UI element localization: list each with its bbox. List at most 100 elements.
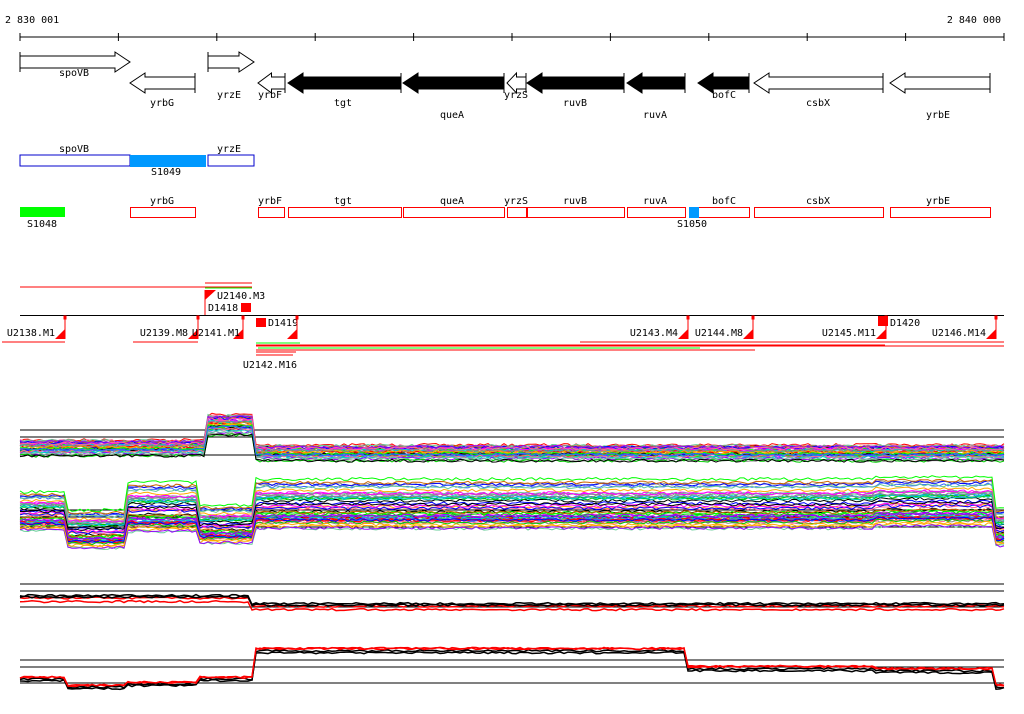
gene-label: ruvA [643, 110, 667, 121]
profile-series [19, 504, 1005, 535]
profile-series [19, 595, 1005, 607]
forward-box-label: spoVB [59, 144, 89, 155]
marker-tick [63, 315, 67, 320]
gene-label: ruvB [563, 98, 587, 109]
gene-label: tgt [334, 98, 352, 109]
marker-flag-icon[interactable] [188, 329, 198, 339]
profile-series [19, 516, 1005, 544]
marker-flag-icon[interactable] [287, 329, 297, 339]
marker-flag-icon[interactable] [743, 329, 753, 339]
profile-series [19, 417, 1005, 451]
gene-yrbF[interactable]: yrbF [257, 72, 286, 101]
profile-panel-2 [19, 475, 1005, 550]
gene-label: queA [440, 110, 464, 121]
profile-series [19, 508, 1005, 538]
profile-series [19, 511, 1005, 540]
profile-series [19, 482, 1005, 518]
profile-series [19, 430, 1005, 461]
gene-spoVB[interactable]: spoVB [19, 51, 131, 79]
gene-tgt[interactable]: tgt [287, 72, 402, 109]
profile-series [19, 520, 1005, 547]
reverse-box-ruvB[interactable] [527, 207, 625, 218]
reverse-box-tgt[interactable] [288, 207, 402, 218]
profile-panel-1 [19, 412, 1005, 463]
marker-block-D1419[interactable] [256, 318, 266, 327]
marker-flag-icon[interactable] [205, 290, 216, 300]
segment-S1048[interactable] [20, 207, 65, 217]
reverse-box-label: yrbF [258, 196, 282, 207]
marker-flag-icon[interactable] [55, 329, 65, 339]
reverse-box-label: ruvB [563, 196, 587, 207]
marker-flag-icon[interactable] [986, 329, 996, 339]
reverse-box-yrbG[interactable] [130, 207, 196, 218]
gene-arrow-icon[interactable] [257, 72, 286, 94]
marker-label: U2138.M1 [7, 328, 55, 339]
profile-series [19, 599, 1005, 612]
segment-S1049[interactable] [130, 155, 206, 167]
gene-arrow-icon[interactable] [19, 51, 131, 73]
gene-arrow-icon[interactable] [697, 72, 750, 94]
marker-label: U2142.M16 [243, 360, 297, 371]
gene-label: yrzS [504, 90, 528, 101]
profile-series [19, 483, 1005, 519]
marker-tick [884, 315, 888, 320]
forward-box-yrzE[interactable] [207, 154, 255, 167]
marker-flag-icon[interactable] [678, 329, 688, 339]
profile-series [19, 523, 1005, 550]
gene-arrow-icon[interactable] [207, 51, 255, 73]
forward-box-spoVB[interactable] [19, 154, 131, 167]
marker-flag-icon[interactable] [876, 329, 886, 339]
gene-arrow-icon[interactable] [506, 71, 527, 95]
gene-track: spoVB yrbG yrzE yrbF tgt queA yrzS ruvB ruvA bofC… [19, 51, 991, 121]
profile-series [19, 414, 1005, 449]
gene-yrzS[interactable]: yrzS [504, 71, 528, 101]
gene-label: bofC [712, 90, 736, 101]
profile-series [19, 486, 1005, 521]
reverse-box-label: csbX [806, 196, 830, 207]
profile-series [19, 424, 1005, 457]
gene-arrow-icon[interactable] [626, 72, 686, 94]
marker-flag-icon[interactable] [233, 329, 243, 339]
gene-csbX[interactable]: csbX [753, 72, 884, 109]
gene-arrow-icon[interactable] [402, 72, 505, 94]
gene-arrow-icon[interactable] [526, 72, 625, 94]
reverse-box-csbX[interactable] [754, 207, 884, 218]
gene-arrow-icon[interactable] [889, 72, 991, 94]
marker-block-D1418[interactable] [241, 303, 251, 312]
segment-S1050[interactable] [689, 207, 699, 218]
gene-yrbE[interactable]: yrbE [889, 72, 991, 121]
gene-ruvA[interactable]: ruvA [626, 72, 686, 121]
forward-box-label: yrzE [217, 144, 241, 155]
gene-arrow-icon[interactable] [753, 72, 884, 94]
reverse-box-ruvA[interactable] [627, 207, 686, 218]
reverse-box-label: queA [440, 196, 464, 207]
gene-label: spoVB [59, 68, 89, 79]
reverse-box-yrbF[interactable] [258, 207, 285, 218]
gene-queA[interactable]: queA [402, 72, 505, 121]
gene-arrow-icon[interactable] [287, 72, 402, 94]
profile-series [19, 494, 1005, 527]
ruler-start-label: 2 830 001 [5, 15, 59, 26]
reverse-box-queA[interactable] [403, 207, 505, 218]
gene-arrow-icon[interactable] [129, 72, 196, 94]
marker-label: U2144.M8 [695, 328, 743, 339]
summary-panel-2 [19, 646, 1005, 691]
reverse-box-yrbE[interactable] [890, 207, 991, 218]
gene-yrzE[interactable]: yrzE [207, 51, 255, 101]
profile-series [19, 649, 1005, 689]
gene-label: yrbE [926, 110, 950, 121]
profile-series [19, 475, 1005, 513]
profile-series [20, 500, 1005, 531]
profile-series [19, 491, 1005, 526]
gene-bofC[interactable]: bofC [697, 72, 750, 101]
profile-series [19, 646, 1005, 688]
reverse-box-yrzS[interactable] [507, 207, 527, 218]
marker-label: U2145.M11 [822, 328, 876, 339]
marker-tick [686, 315, 690, 320]
gene-ruvB[interactable]: ruvB [526, 72, 625, 109]
marker-label: U2146.M14 [932, 328, 986, 339]
gene-yrbG[interactable]: yrbG [129, 72, 196, 109]
profile-series [19, 433, 1005, 463]
gene-label: yrbG [150, 98, 174, 109]
marker-block-D1420[interactable] [878, 316, 888, 326]
